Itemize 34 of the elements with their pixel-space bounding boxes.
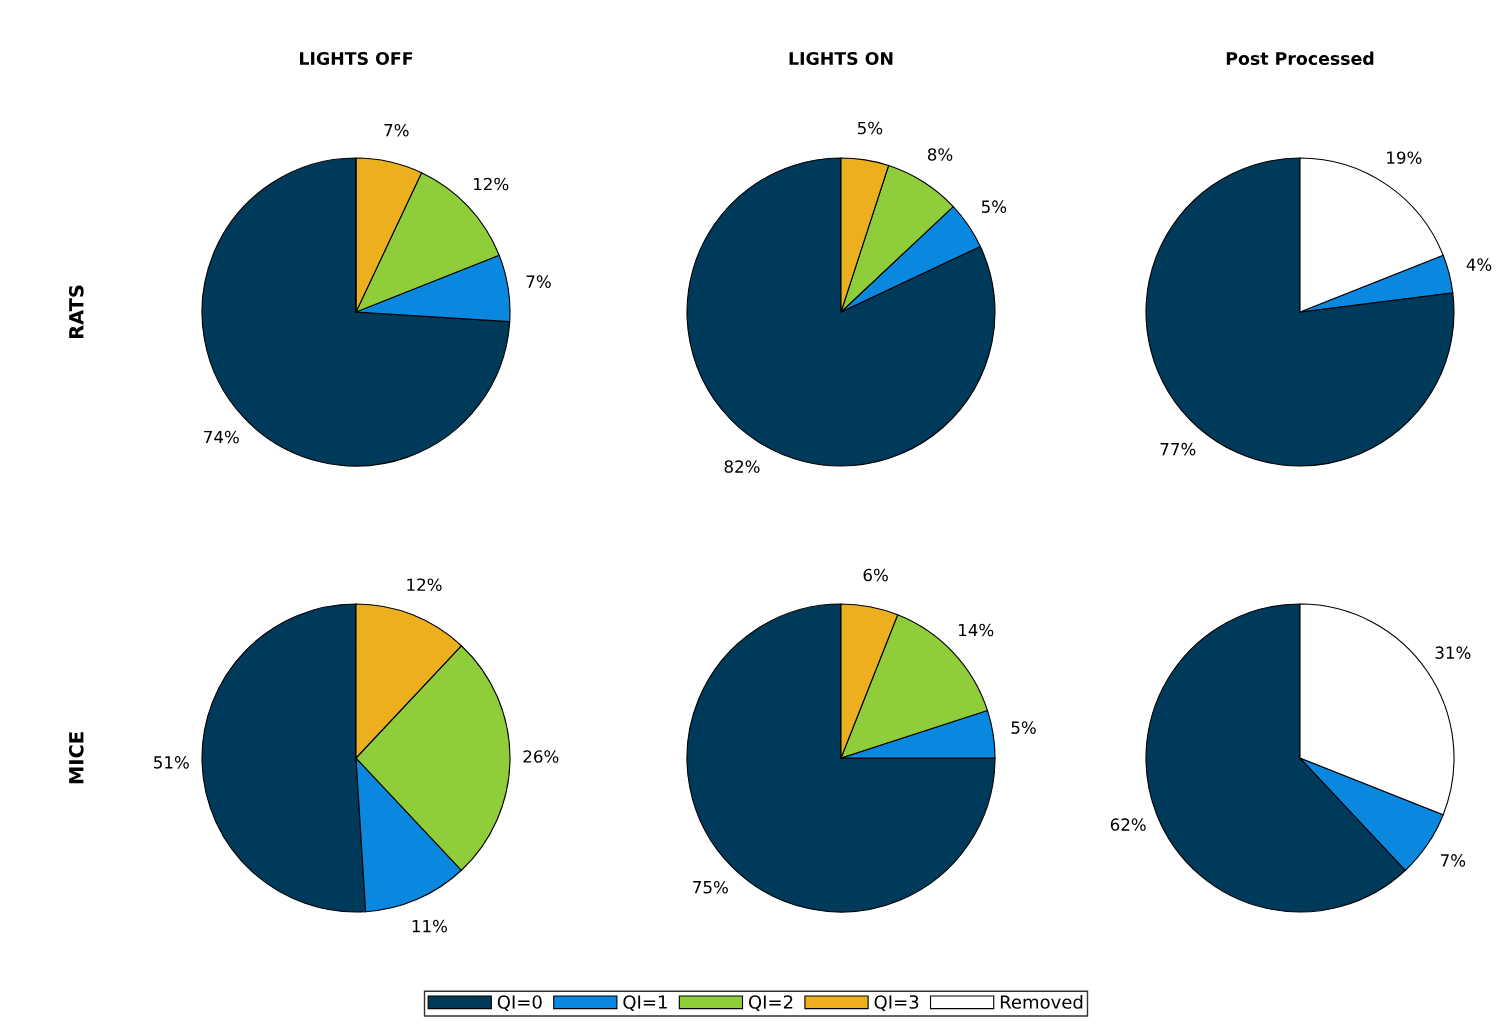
text: RATS [68, 285, 84, 339]
data-label: 7% [526, 275, 551, 288]
legend-label: QI=2 [748, 995, 793, 1011]
data-label: 11% [412, 919, 447, 933]
data-label: 12% [407, 578, 442, 592]
legend-label: Removed [1000, 994, 1083, 1009]
data-label: 14% [959, 623, 994, 637]
data-label: 26% [523, 750, 559, 763]
data-label: 74% [204, 430, 239, 444]
legend-label: QI=1 [623, 995, 667, 1011]
data-label: 31% [1435, 646, 1471, 659]
data-label: 82% [724, 460, 760, 473]
data-label: 75% [693, 880, 728, 894]
data-label: 7% [1440, 854, 1466, 867]
data-label: 77% [1160, 442, 1196, 456]
data-label: 62% [1110, 818, 1146, 831]
data-label: 5% [857, 121, 883, 135]
chart-title: Post Processed [1226, 51, 1374, 66]
chart-title: LIGHTS OFF [300, 51, 413, 66]
legend-label: QI=0 [497, 995, 542, 1011]
data-label: 6% [863, 568, 888, 582]
data-label: 5% [981, 200, 1007, 213]
data-label: 5% [1011, 721, 1036, 734]
data-label: 19% [1387, 151, 1422, 164]
data-label: 8% [927, 148, 953, 161]
legend-label: QI=3 [874, 995, 919, 1011]
text: MICE [68, 732, 84, 784]
data-label: 7% [384, 123, 409, 137]
pie-slice [686, 603, 996, 913]
data-label: 51% [154, 756, 189, 769]
data-label: 4% [1466, 258, 1492, 271]
pie-slice [201, 157, 511, 467]
chart-title: LIGHTS ON [789, 51, 893, 66]
data-label: 12% [474, 177, 509, 191]
